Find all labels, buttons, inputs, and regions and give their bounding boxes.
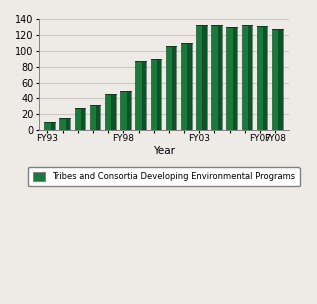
Bar [166, 46, 172, 130]
Bar [272, 29, 278, 130]
Polygon shape [157, 59, 161, 130]
Bar [151, 59, 157, 130]
Polygon shape [203, 25, 207, 130]
Bar [135, 61, 142, 130]
Bar [74, 108, 81, 130]
Bar [105, 94, 111, 130]
Polygon shape [96, 105, 100, 130]
Polygon shape [111, 94, 116, 130]
Polygon shape [233, 27, 237, 130]
Polygon shape [81, 108, 85, 130]
Bar [90, 105, 96, 130]
Polygon shape [51, 122, 55, 130]
Polygon shape [248, 25, 252, 130]
Polygon shape [278, 29, 283, 130]
Bar [196, 25, 203, 130]
Polygon shape [218, 25, 222, 130]
Bar [59, 118, 66, 130]
Bar [120, 91, 126, 130]
Bar [44, 122, 51, 130]
Polygon shape [66, 118, 70, 130]
Legend: Tribes and Consortia Developing Environmental Programs: Tribes and Consortia Developing Environm… [28, 167, 300, 186]
Bar [181, 43, 187, 130]
Polygon shape [172, 46, 176, 130]
Bar [226, 27, 233, 130]
Bar [257, 26, 263, 130]
Polygon shape [187, 43, 191, 130]
Bar [211, 25, 218, 130]
Bar [242, 25, 248, 130]
Polygon shape [142, 61, 146, 130]
X-axis label: Year: Year [153, 146, 175, 156]
Polygon shape [126, 91, 131, 130]
Polygon shape [263, 26, 268, 130]
